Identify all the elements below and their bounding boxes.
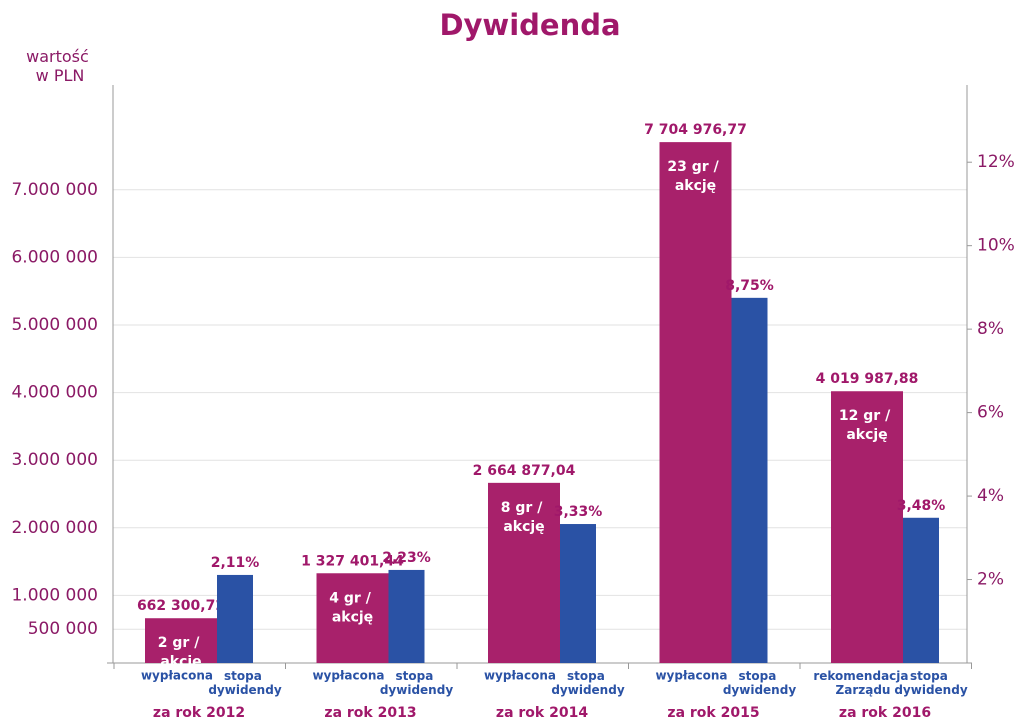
data-label: 7 704 976,77 (644, 122, 747, 138)
bar (903, 517, 939, 663)
data-label: 8,75% (725, 278, 774, 294)
bar-sub-label: stopa dywidendy (208, 669, 281, 697)
bar (145, 618, 217, 663)
data-label: 662 300,72 (137, 598, 225, 614)
bar (316, 573, 389, 663)
bar (831, 391, 903, 663)
y-tick-label: 6.000 000 (11, 247, 98, 267)
bar-label: 23 gr / akcję (667, 159, 723, 194)
y2-tick-label: 12% (977, 152, 1015, 172)
y-tick-label: 1.000 000 (11, 585, 98, 605)
bar-sub-label: stopa dywidendy (551, 669, 624, 697)
x-tick-label: za rok 2012 (153, 705, 245, 720)
bar-label: 2 gr / akcję (158, 635, 204, 670)
data-label: 4 019 987,88 (816, 371, 919, 387)
x-tick-label: za rok 2015 (667, 705, 759, 720)
data-label: 3,33% (554, 504, 603, 520)
y2-tick-label: 4% (977, 486, 1004, 506)
y-tick-label: 5.000 000 (11, 315, 98, 335)
bar-label: 12 gr / akcję (839, 408, 895, 443)
data-label: 2,23% (382, 550, 431, 566)
y-tick-label: 4.000 000 (11, 383, 98, 403)
x-tick-label: za rok 2016 (839, 705, 931, 720)
bar-sub-label: wypłacona (141, 669, 213, 683)
bar (560, 524, 596, 663)
bar-sub-label: stopa dywidendy (894, 669, 967, 697)
bar (488, 482, 560, 663)
y-tick-label: 500 000 (28, 619, 98, 639)
y-tick-label: 7.000 000 (11, 180, 98, 200)
bar-label: 4 gr / akcję (329, 590, 375, 625)
bar (659, 142, 732, 663)
data-label: 2 664 877,04 (473, 463, 576, 479)
y2-tick-label: 2% (977, 570, 1004, 590)
data-label: 3,48% (897, 498, 946, 514)
y2-tick-label: 10% (977, 236, 1015, 256)
y-tick-label: 3.000 000 (11, 450, 98, 470)
x-tick-label: za rok 2014 (496, 705, 588, 720)
bar-sub-label: stopa dywidendy (380, 669, 453, 697)
bar-sub-label: rekomendacja Zarządu (813, 669, 912, 697)
bar-sub-label: wypłacona (312, 669, 384, 683)
y-tick-label: 2.000 000 (11, 518, 98, 538)
y2-tick-label: 8% (977, 319, 1004, 339)
chart-title: Dywidenda (439, 8, 620, 42)
bar (388, 569, 425, 663)
bar-label: 8 gr / akcję (501, 500, 547, 535)
data-label: 2,11% (211, 555, 260, 571)
y2-tick-label: 6% (977, 403, 1004, 423)
bar (731, 297, 768, 663)
bar (217, 574, 253, 663)
bar-sub-label: wypłacona (484, 669, 556, 683)
bar-sub-label: stopa dywidendy (723, 669, 796, 697)
y-axis-label: wartość w PLN (26, 47, 94, 85)
bar-sub-label: wypłacona (655, 669, 727, 683)
data-label: 1 327 401,44 (301, 553, 404, 569)
x-tick-label: za rok 2013 (324, 705, 416, 720)
